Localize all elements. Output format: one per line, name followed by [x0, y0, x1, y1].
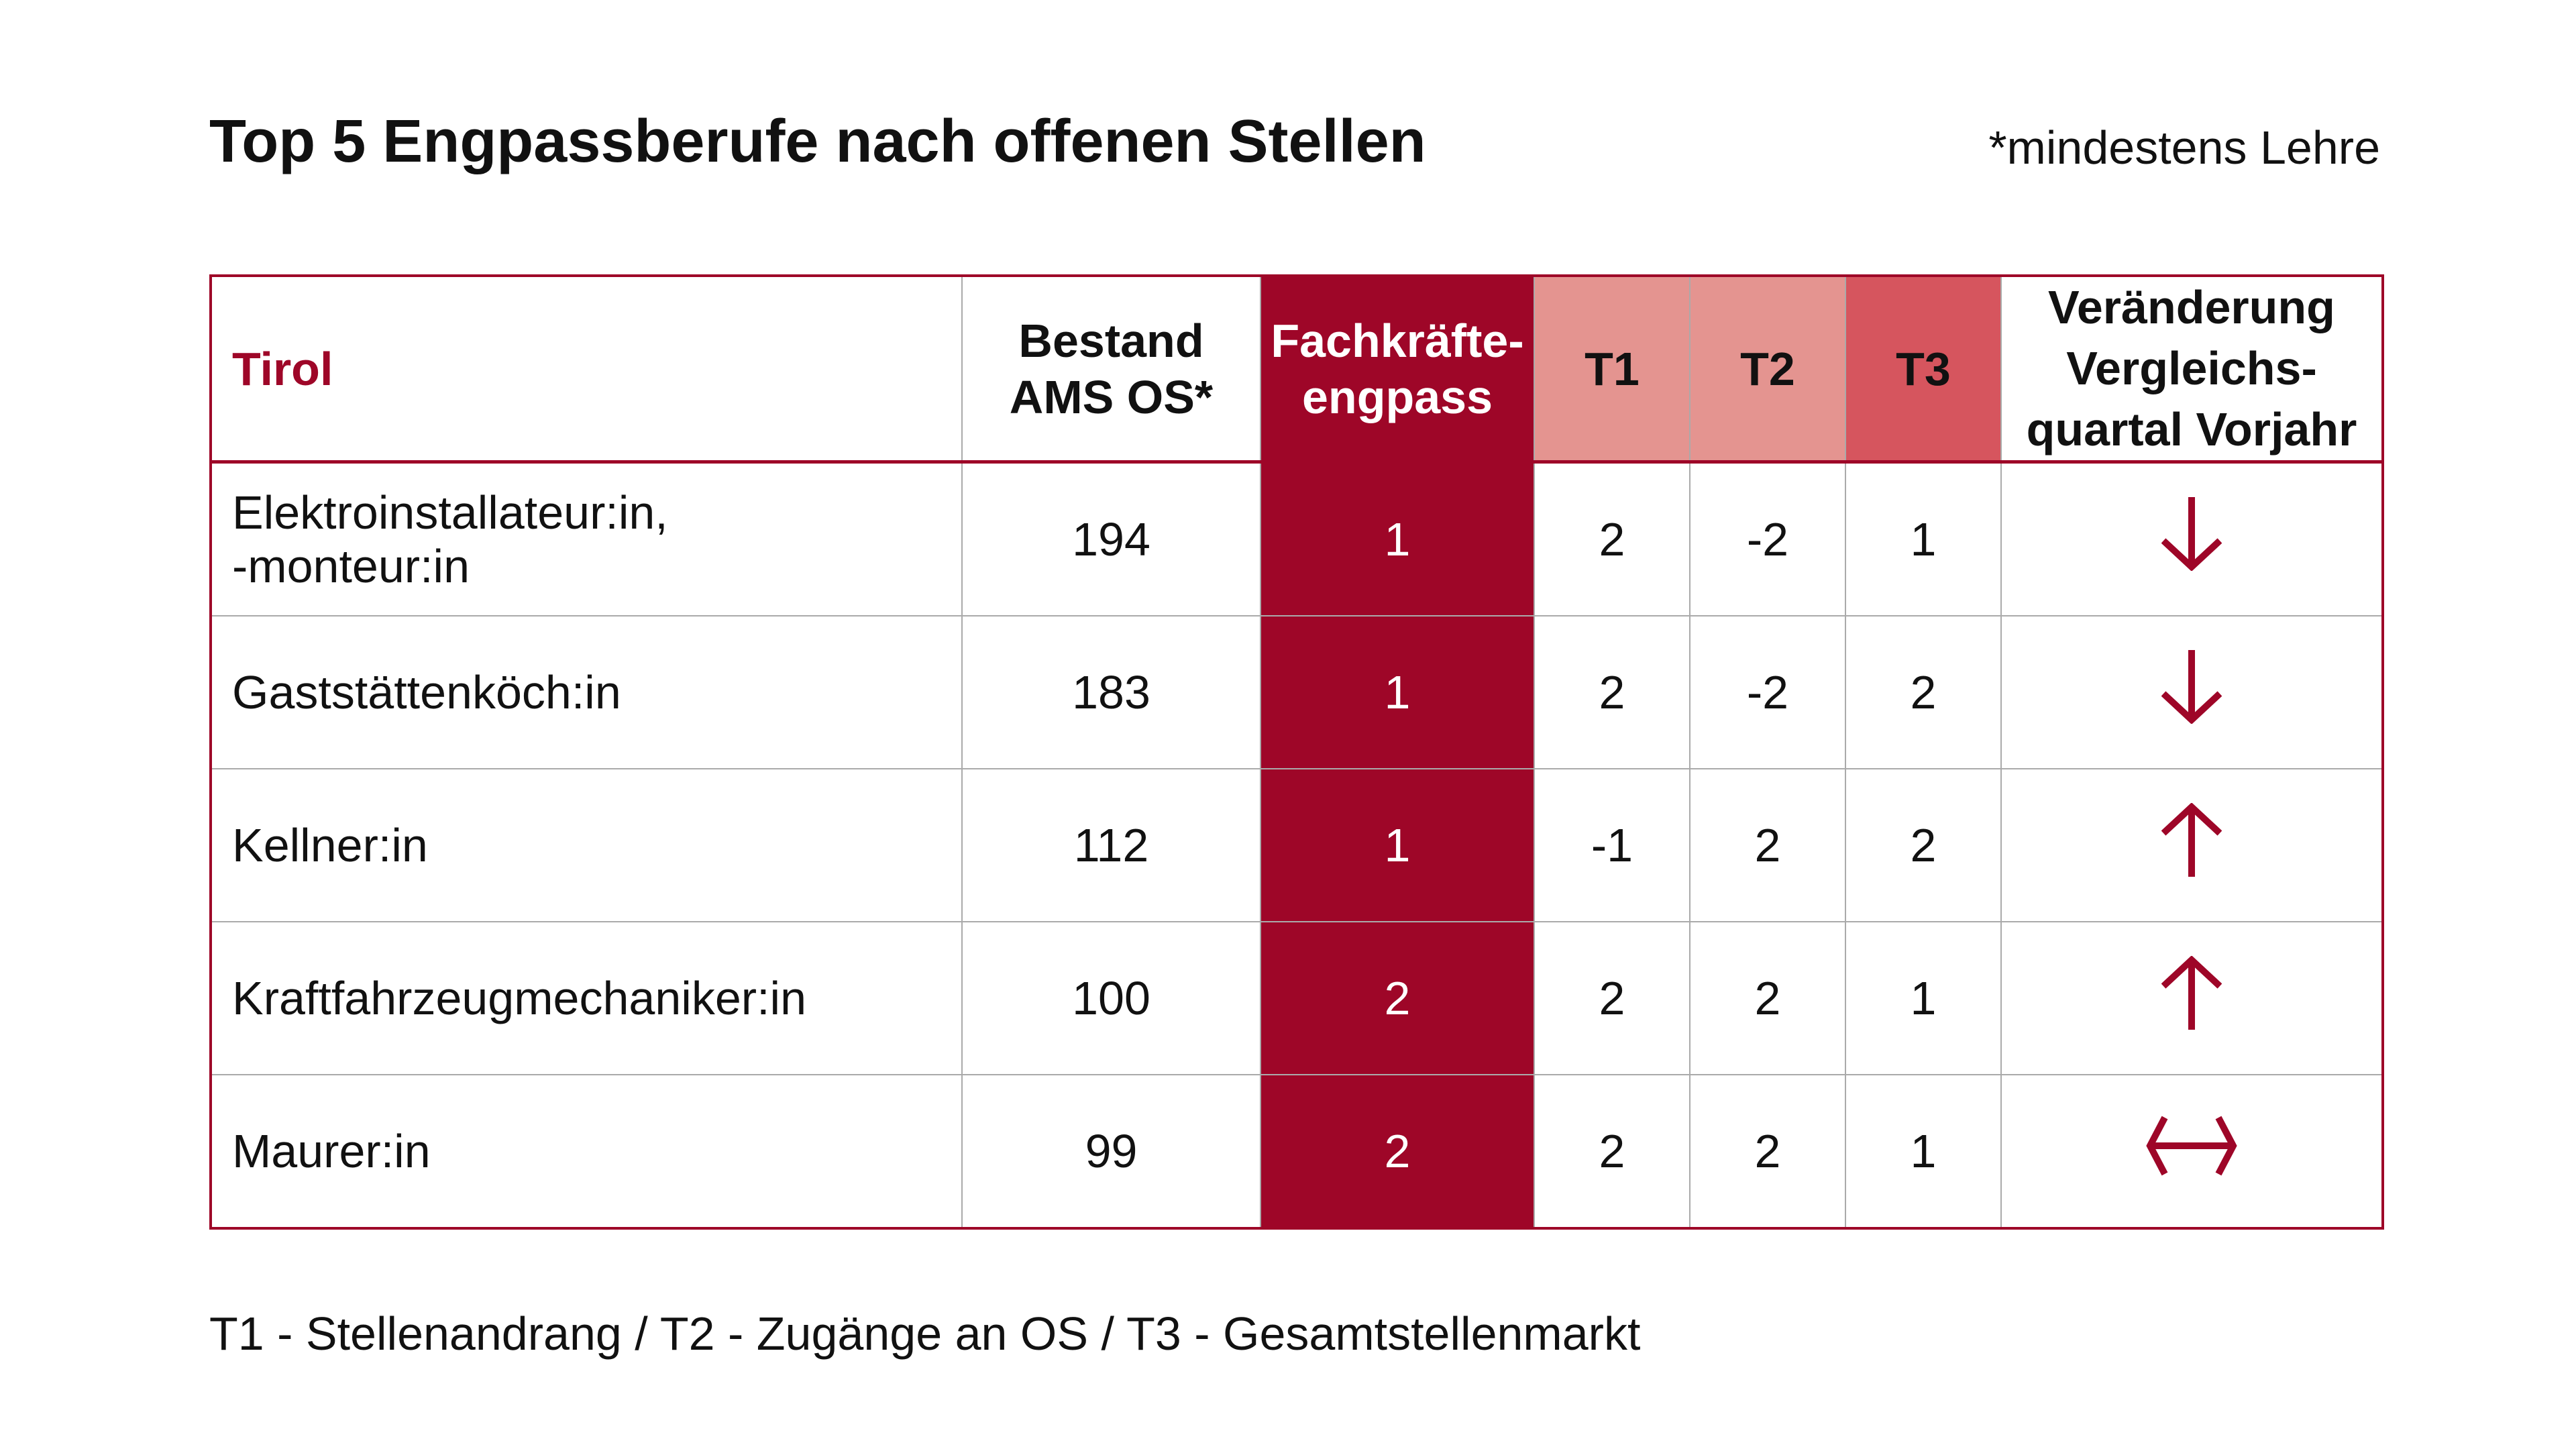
cell-t2: -2 — [1689, 461, 1845, 616]
cell-t1: 2 — [1534, 921, 1690, 1075]
legend-text: T1 - Stellenandrang / T2 - Zugänge an OS… — [209, 1307, 1641, 1360]
cell-bestand: 100 — [961, 921, 1260, 1075]
cell-t3: 1 — [1845, 461, 2001, 616]
cell-beruf: Kraftfahrzeugmechaniker:in — [211, 921, 962, 1075]
cell-t1: -1 — [1534, 768, 1690, 922]
cell-change — [2000, 461, 2383, 616]
header-t2: T2 — [1689, 276, 1845, 464]
cell-change — [2000, 1074, 2383, 1228]
beruf-name: Maurer:in — [232, 1125, 431, 1177]
table-row: Maurer:in 99 2 2 2 1 — [211, 1074, 2383, 1228]
beruf-name: Elektroinstallateur:in, — [232, 486, 668, 539]
cell-fachkraefteengpass: 1 — [1260, 768, 1534, 922]
header-fk-line1: Fachkräfte- — [1271, 314, 1524, 367]
cell-bestand: 183 — [961, 615, 1260, 769]
cell-beruf: Gaststättenköch:in — [211, 615, 962, 769]
cell-t2: 2 — [1689, 768, 1845, 922]
beruf-name: Gaststättenköch:in — [232, 666, 621, 718]
arrow-down-icon — [2161, 497, 2222, 582]
cell-t1: 2 — [1534, 1074, 1690, 1228]
engpass-table: Tirol Bestand AMS OS* Fachkräfte-engpass … — [209, 274, 2384, 1230]
cell-t3: 1 — [1845, 1074, 2001, 1228]
cell-t2: 2 — [1689, 921, 1845, 1075]
table-row: Elektroinstallateur:in, -monteur:in 194 1 2-… — [211, 461, 2383, 616]
table-row: Gaststättenköch:in 183 1 2 -2 2 — [211, 615, 2383, 769]
cell-fachkraefteengpass: 2 — [1260, 921, 1534, 1075]
cell-bestand: 112 — [961, 768, 1260, 922]
beruf-name: Kraftfahrzeugmechaniker:in — [232, 972, 806, 1024]
cell-fachkraefteengpass: 1 — [1260, 461, 1534, 616]
arrow-up-icon — [2161, 802, 2222, 888]
arrow-unchanged-icon — [2145, 1116, 2239, 1187]
cell-bestand: 99 — [961, 1074, 1260, 1228]
header-bestand-line2: AMS OS* — [1009, 370, 1214, 423]
cell-change — [2000, 615, 2383, 769]
cell-beruf: Maurer:in — [211, 1074, 962, 1228]
beruf-name: Kellner:in — [232, 819, 428, 871]
header-fachkraefteengpass: Fachkräfte-engpass — [1260, 276, 1534, 464]
cell-beruf: Elektroinstallateur:in, -monteur:in — [211, 461, 962, 616]
cell-t1: 2 — [1534, 461, 1690, 616]
header-change-line1: Veränderung — [2048, 281, 2335, 333]
footnote: *mindestens Lehre — [1988, 121, 2380, 174]
header-bestand-line1: Bestand — [1018, 314, 1204, 367]
page-title: Top 5 Engpassberufe nach offenen Stellen — [209, 108, 1426, 175]
table-row: Kellner:in 112 1 -1 2 2 — [211, 768, 2383, 922]
header-t1: T1 — [1534, 276, 1690, 464]
cell-t3: 2 — [1845, 615, 2001, 769]
header-change: Veränderung Vergleichs-quartal Vorjahr — [2000, 276, 2383, 464]
cell-t2: -2 — [1689, 615, 1845, 769]
cell-change — [2000, 921, 2383, 1075]
header-fk-line2: engpass — [1302, 370, 1493, 423]
cell-beruf: Kellner:in — [211, 768, 962, 922]
header-change-line2: Vergleichs- — [2066, 342, 2317, 394]
header-change-line3: quartal Vorjahr — [2026, 403, 2357, 455]
header-row: Tirol Bestand AMS OS* Fachkräfte-engpass … — [211, 276, 2383, 464]
cell-change — [2000, 768, 2383, 922]
arrow-down-icon — [2161, 650, 2222, 735]
beruf-name-line2: -monteur:in — [232, 540, 470, 592]
cell-t1: 2 — [1534, 615, 1690, 769]
cell-fachkraefteengpass: 2 — [1260, 1074, 1534, 1228]
cell-fachkraefteengpass: 1 — [1260, 615, 1534, 769]
arrow-up-icon — [2161, 955, 2222, 1040]
header-region: Tirol — [211, 276, 962, 464]
table-row: Kraftfahrzeugmechaniker:in 100 2 2 2 1 — [211, 921, 2383, 1075]
cell-t3: 2 — [1845, 768, 2001, 922]
header-t3: T3 — [1845, 276, 2001, 464]
header-bestand: Bestand AMS OS* — [961, 276, 1260, 464]
cell-t3: 1 — [1845, 921, 2001, 1075]
cell-t2: 2 — [1689, 1074, 1845, 1228]
cell-bestand: 194 — [961, 461, 1260, 616]
